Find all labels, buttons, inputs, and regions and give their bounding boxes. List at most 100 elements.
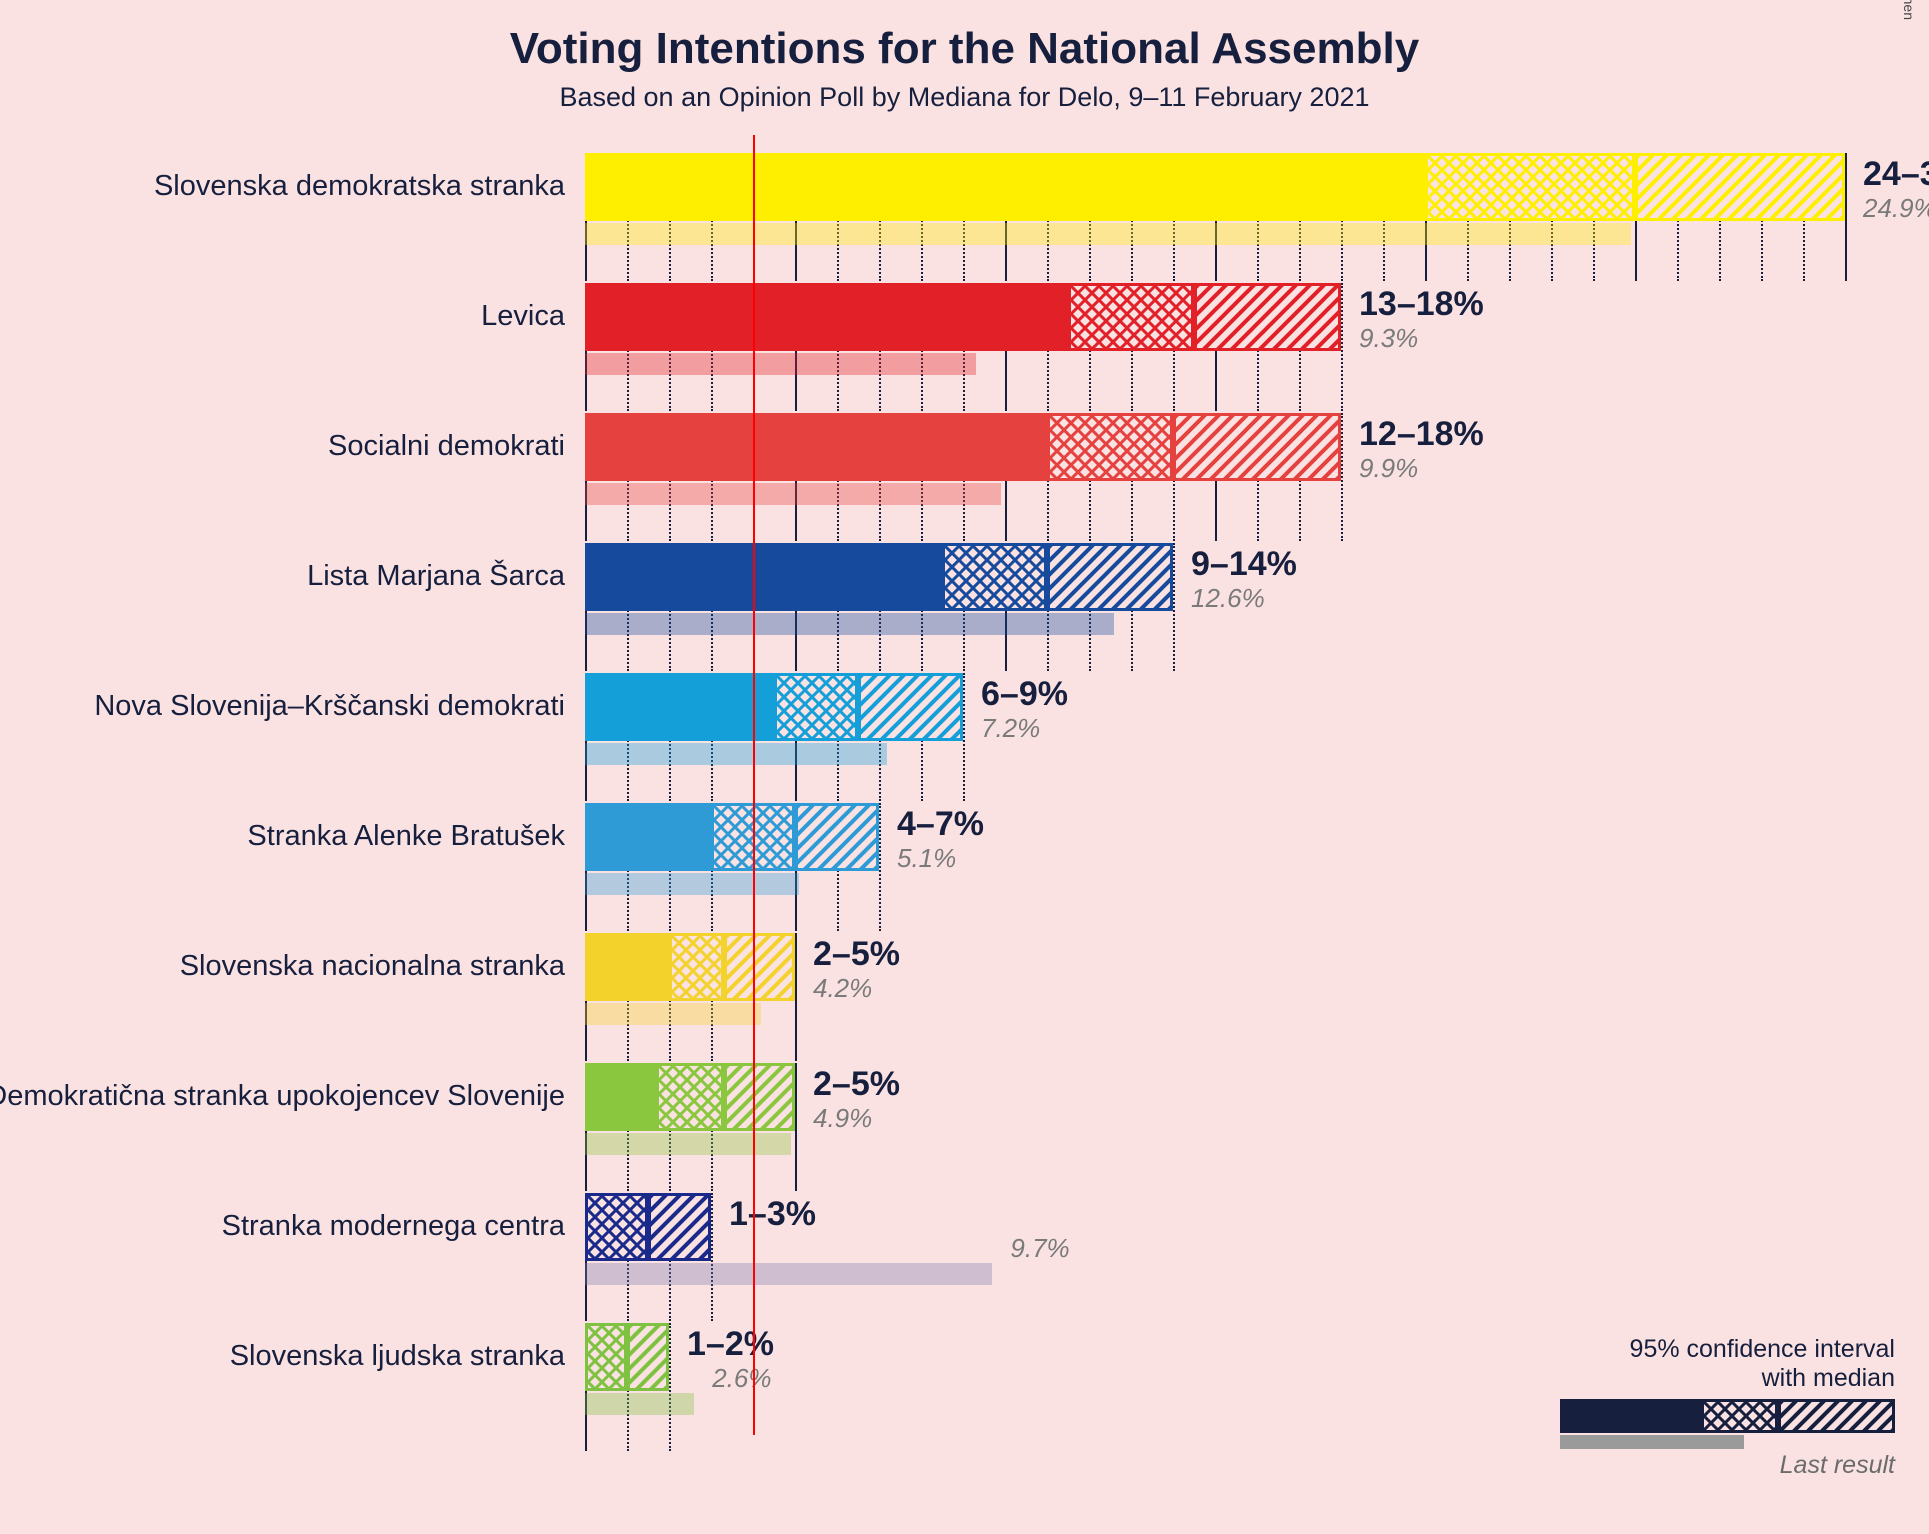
bar-solid [585,413,1047,481]
party-row: Nova Slovenija–Krščanski demokrati6–9%7.… [585,673,1929,803]
bar-last-result [585,353,976,375]
last-result-label: 5.1% [897,843,956,874]
last-result-label: 24.9% [1863,193,1929,224]
bar-ci-crosshatch [942,543,1047,611]
bar-last-result [585,483,1001,505]
bar-last-result [585,873,799,895]
party-label: Slovenska demokratska stranka [154,170,585,203]
range-label: 2–5% [813,1065,900,1104]
bar-ci-diagonal [627,1323,669,1391]
party-row: Stranka modernega centra1–3%9.7% [585,1193,1929,1323]
copyright: © 2021 Filip van Laenen [1901,0,1917,20]
range-label: 1–2% [687,1325,774,1364]
gridline-minor [669,1323,671,1451]
party-label: Demokratična stranka upokojencev Sloveni… [0,1080,585,1113]
legend-last-label: Last result [1560,1451,1895,1480]
gridline-minor [1341,283,1343,411]
range-label: 6–9% [981,675,1068,714]
bar-ci-crosshatch [774,673,858,741]
bar-ci-diagonal [795,803,879,871]
legend-title-line1: 95% confidence interval [1560,1335,1895,1364]
bar-ci-diagonal [858,673,963,741]
bar-ci-crosshatch [669,933,724,1001]
party-row: Slovenska nacionalna stranka2–5%4.2% [585,933,1929,1063]
legend-bar-solid [1560,1399,1701,1433]
last-result-label: 2.6% [712,1363,771,1394]
last-result-label: 9.7% [1010,1233,1069,1264]
range-label: 12–18% [1359,415,1484,454]
last-result-label: 12.6% [1191,583,1265,614]
party-row: Demokratična stranka upokojencev Sloveni… [585,1063,1929,1193]
bar-last-result [585,743,887,765]
bar-last-result [585,613,1114,635]
legend-bar-ci1 [1701,1399,1778,1433]
bar-ci-crosshatch [656,1063,723,1131]
bar-ci-diagonal [648,1193,711,1261]
party-row: Socialni demokrati12–18%9.9% [585,413,1929,543]
party-row: Levica13–18%9.3% [585,283,1929,413]
bar-solid [585,283,1068,351]
bar-ci-diagonal [724,933,795,1001]
bar-solid [585,1063,656,1131]
gridline-minor [1173,543,1175,671]
bar-ci-diagonal [1173,413,1341,481]
gridline-minor [879,803,881,931]
gridline-major [795,1063,797,1191]
party-row: Slovenska demokratska stranka24–30%24.9% [585,153,1929,283]
last-result-label: 7.2% [981,713,1040,744]
range-label: 13–18% [1359,285,1484,324]
party-row: Lista Marjana Šarca9–14%12.6% [585,543,1929,673]
party-label: Levica [481,300,585,333]
legend-bar-ci2 [1778,1399,1895,1433]
bar-last-result [585,1393,694,1415]
gridline-major [1845,153,1847,281]
party-label: Slovenska ljudska stranka [230,1340,585,1373]
legend-last-bar [1560,1435,1744,1449]
party-label: Lista Marjana Šarca [307,560,585,593]
gridline-minor [963,673,965,801]
gridline-minor [1341,413,1343,541]
party-label: Nova Slovenija–Krščanski demokrati [94,690,585,723]
bar-ci-diagonal [1194,283,1341,351]
bar-ci-crosshatch [1425,153,1635,221]
party-label: Slovenska nacionalna stranka [180,950,585,983]
last-result-label: 4.2% [813,973,872,1004]
bar-solid [585,803,711,871]
party-label: Stranka Alenke Bratušek [247,820,585,853]
party-label: Socialni demokrati [328,430,585,463]
bar-last-result [585,1003,761,1025]
bar-solid [585,543,942,611]
bar-ci-diagonal [1635,153,1845,221]
last-result-label: 9.9% [1359,453,1418,484]
bar-ci-diagonal [1047,543,1173,611]
legend-bar [1560,1399,1895,1449]
bar-last-result [585,223,1631,245]
bar-ci-crosshatch [585,1193,648,1261]
last-result-label: 4.9% [813,1103,872,1134]
party-label: Stranka modernega centra [222,1210,585,1243]
range-label: 1–3% [729,1195,816,1234]
range-label: 4–7% [897,805,984,844]
bar-ci-crosshatch [1068,283,1194,351]
threshold-line [753,135,755,1435]
range-label: 2–5% [813,935,900,974]
bar-solid [585,933,669,1001]
range-label: 24–30% [1863,155,1929,194]
gridline-minor [711,1193,713,1321]
bar-ci-diagonal [724,1063,795,1131]
gridline-major [795,933,797,1061]
chart-area: Slovenska demokratska stranka24–30%24.9%… [585,135,1929,1435]
legend-title-line2: with median [1560,1364,1895,1393]
range-label: 9–14% [1191,545,1297,584]
bar-ci-crosshatch [585,1323,627,1391]
party-row: Stranka Alenke Bratušek4–7%5.1% [585,803,1929,933]
bar-last-result [585,1263,992,1285]
chart-subtitle: Based on an Opinion Poll by Mediana for … [0,82,1929,113]
bar-ci-crosshatch [1047,413,1173,481]
bar-solid [585,153,1425,221]
legend: 95% confidence intervalwith median Last r… [1560,1335,1895,1480]
last-result-label: 9.3% [1359,323,1418,354]
bar-last-result [585,1133,791,1155]
bar-solid [585,673,774,741]
chart-title: Voting Intentions for the National Assem… [0,24,1929,74]
